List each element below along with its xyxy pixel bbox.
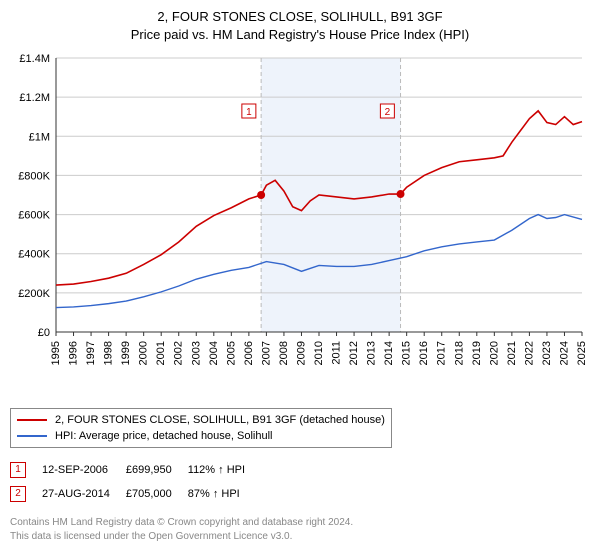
- legend-label: 2, FOUR STONES CLOSE, SOLIHULL, B91 3GF …: [55, 414, 385, 426]
- y-tick-label: £200K: [18, 288, 50, 300]
- legend-swatch: [17, 419, 47, 421]
- x-tick-label: 1999: [120, 341, 132, 365]
- transactions-table: 1 12-SEP-2006£699,950112% ↑ HPI 2 27-AUG-20…: [10, 458, 261, 506]
- y-tick-label: £600K: [18, 210, 50, 222]
- transaction-badge: 2: [10, 486, 26, 502]
- transaction-date: 12-SEP-2006: [42, 458, 126, 482]
- transaction-row: 2 27-AUG-2014£705,00087% ↑ HPI: [10, 482, 261, 506]
- transaction-price: £705,000: [126, 482, 188, 506]
- annotation-label: 1: [246, 107, 252, 118]
- x-tick-label: 2024: [558, 341, 570, 365]
- chart-svg: £0 £200K £400K £600K £800K £1M £1.2M £1.4M 1995 1…: [10, 50, 590, 400]
- legend-item: HPI: Average price, detached house, Soli…: [17, 428, 385, 444]
- legend-swatch: [17, 435, 47, 437]
- transaction-pct: 112% ↑ HPI: [188, 458, 261, 482]
- y-tick-label: £0: [38, 327, 50, 339]
- x-tick-label: 2009: [295, 341, 307, 365]
- x-tick-label: 2018: [453, 341, 465, 365]
- chart-container: 2, FOUR STONES CLOSE, SOLIHULL, B91 3GF …: [0, 0, 600, 554]
- sale-marker: [397, 190, 405, 198]
- x-tick-label: 2014: [383, 341, 395, 365]
- y-tick-label: £1.4M: [19, 53, 50, 65]
- x-tick-label: 2004: [208, 341, 220, 365]
- x-tick-label: 2001: [155, 341, 167, 365]
- sale-marker: [257, 191, 265, 199]
- y-tick-label: £1M: [29, 132, 50, 144]
- x-tick-label: 1995: [50, 341, 62, 365]
- x-tick-label: 2022: [523, 341, 535, 365]
- x-tick-label: 2010: [313, 341, 325, 365]
- transaction-badge-cell: 2: [10, 482, 42, 506]
- transaction-badge: 1: [10, 462, 26, 478]
- x-tick-label: 2015: [401, 341, 413, 365]
- chart-plot: £0 £200K £400K £600K £800K £1M £1.2M £1.4M 1995 1…: [10, 50, 590, 400]
- transaction-price: £699,950: [126, 458, 188, 482]
- transaction-row: 1 12-SEP-2006£699,950112% ↑ HPI: [10, 458, 261, 482]
- x-tick-label: 2013: [366, 341, 378, 365]
- title-line-1: 2, FOUR STONES CLOSE, SOLIHULL, B91 3GF: [157, 9, 442, 24]
- x-tick-label: 2003: [190, 341, 202, 365]
- title-line-2: Price paid vs. HM Land Registry's House …: [131, 27, 469, 42]
- x-tick-label: 2000: [138, 341, 150, 365]
- x-tick-label: 2020: [488, 341, 500, 365]
- x-tick-label: 1997: [85, 341, 97, 365]
- legend-label: HPI: Average price, detached house, Soli…: [55, 430, 273, 442]
- x-tick-label: 2002: [173, 341, 185, 365]
- attribution-line-2: This data is licensed under the Open Gov…: [10, 531, 292, 542]
- legend-item: 2, FOUR STONES CLOSE, SOLIHULL, B91 3GF …: [17, 412, 385, 428]
- transaction-pct: 87% ↑ HPI: [188, 482, 261, 506]
- transaction-date: 27-AUG-2014: [42, 482, 126, 506]
- attribution-line-1: Contains HM Land Registry data © Crown c…: [10, 517, 353, 528]
- x-tick-label: 2007: [260, 341, 272, 365]
- x-tick-label: 2016: [418, 341, 430, 365]
- transaction-badge-cell: 1: [10, 458, 42, 482]
- x-tick-label: 2023: [541, 341, 553, 365]
- x-tick-label: 1998: [103, 341, 115, 365]
- x-tick-label: 1996: [68, 341, 80, 365]
- x-tick-label: 2011: [331, 341, 343, 365]
- x-tick-label: 2008: [278, 341, 290, 365]
- x-tick-label: 2005: [225, 341, 237, 365]
- y-tick-label: £400K: [18, 249, 50, 261]
- x-tick-label: 2012: [348, 341, 360, 365]
- x-tick-label: 2017: [436, 341, 448, 365]
- y-tick-label: £800K: [18, 171, 50, 183]
- x-tick-label: 2025: [576, 341, 588, 365]
- attribution: Contains HM Land Registry data © Crown c…: [10, 516, 590, 544]
- y-tick-label: £1.2M: [19, 93, 50, 105]
- legend: 2, FOUR STONES CLOSE, SOLIHULL, B91 3GF …: [10, 408, 392, 448]
- chart-title: 2, FOUR STONES CLOSE, SOLIHULL, B91 3GF …: [10, 8, 590, 44]
- x-tick-label: 2006: [243, 341, 255, 365]
- x-tick-label: 2021: [506, 341, 518, 365]
- annotation-label: 2: [385, 107, 391, 118]
- x-tick-label: 2019: [471, 341, 483, 365]
